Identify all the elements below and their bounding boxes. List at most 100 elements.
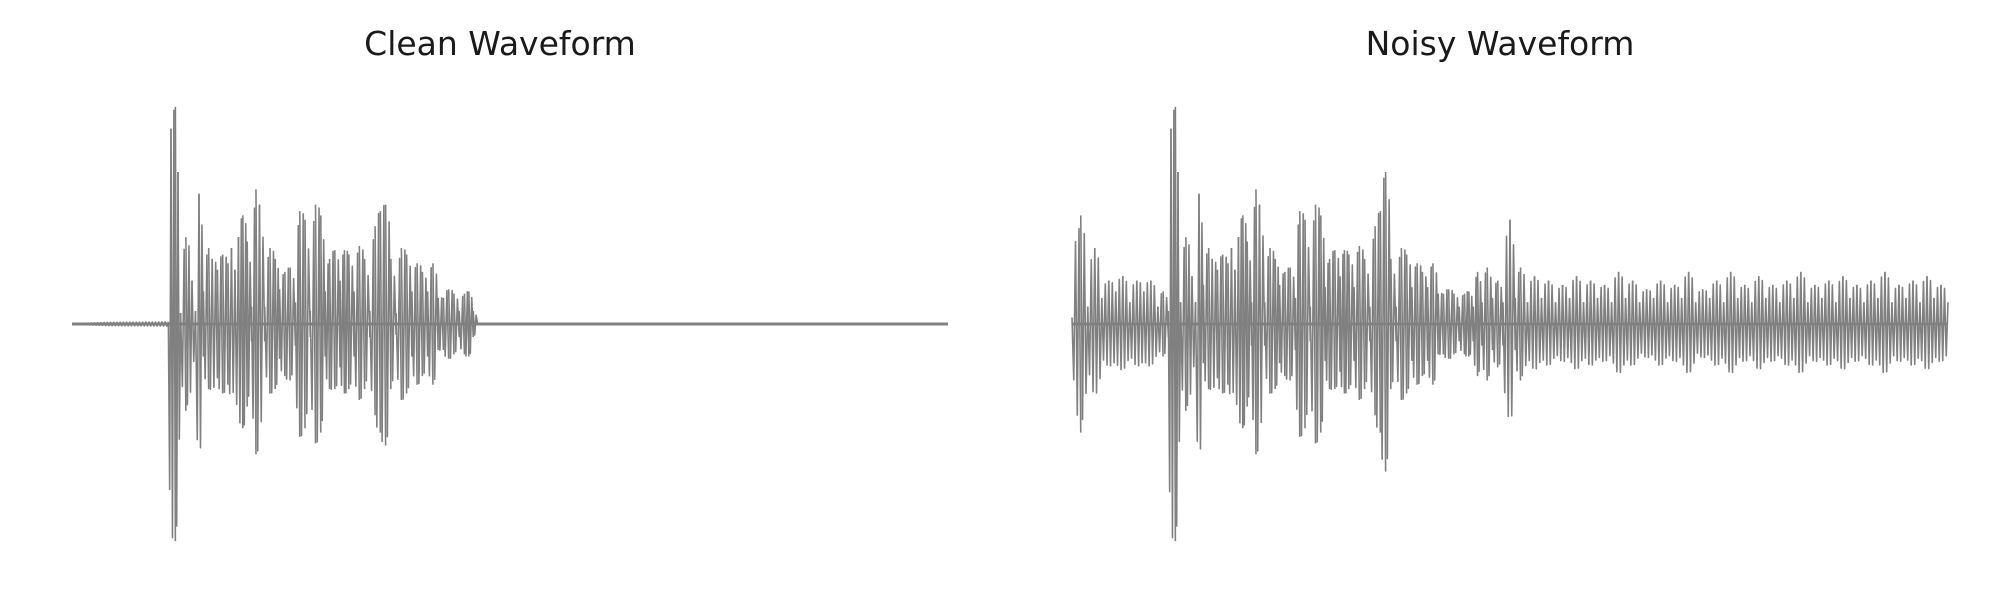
waveform-segment bbox=[1582, 280, 1592, 366]
waveform-segment bbox=[1167, 128, 1172, 493]
waveform-segment bbox=[1309, 220, 1317, 444]
waveform-segment bbox=[1940, 284, 1949, 362]
waveform-segment bbox=[1666, 284, 1676, 362]
waveform-segment bbox=[1764, 284, 1774, 363]
waveform-segment bbox=[1353, 251, 1361, 401]
waveform-segment bbox=[1079, 215, 1089, 421]
waveform-segment bbox=[1343, 250, 1350, 394]
waveform-segment bbox=[405, 254, 413, 389]
waveform-segment bbox=[1211, 258, 1219, 389]
waveform-segment bbox=[1694, 289, 1704, 358]
waveform-segment bbox=[1269, 247, 1277, 394]
waveform-segment bbox=[1519, 267, 1529, 377]
waveform-segment bbox=[400, 247, 408, 400]
waveform-segment bbox=[1442, 289, 1450, 359]
waveform-segment bbox=[1379, 177, 1387, 472]
waveform-segment bbox=[1453, 293, 1460, 354]
waveform-segment bbox=[1736, 284, 1746, 363]
waveform-segment bbox=[379, 204, 387, 446]
waveform-segment bbox=[1912, 280, 1921, 366]
waveform-segment bbox=[1198, 193, 1205, 450]
waveform-segment bbox=[298, 211, 306, 437]
waveform-segment bbox=[334, 250, 341, 387]
waveform-segment bbox=[1610, 271, 1620, 373]
waveform-segment bbox=[1107, 280, 1117, 367]
waveform-segment bbox=[1179, 246, 1187, 411]
waveform-segment bbox=[179, 248, 187, 411]
waveform-segment bbox=[1298, 211, 1306, 437]
waveform-segment bbox=[339, 254, 346, 394]
waveform-segment bbox=[71, 321, 170, 327]
waveform-segment bbox=[1807, 284, 1816, 362]
waveform-segment bbox=[1898, 284, 1907, 363]
waveform-segment bbox=[1304, 219, 1312, 416]
waveform-segment bbox=[1476, 271, 1483, 373]
waveform-segment bbox=[1150, 280, 1159, 365]
waveform-segment bbox=[1314, 204, 1322, 443]
waveform-segment bbox=[1334, 250, 1341, 388]
waveform-segment bbox=[1779, 280, 1788, 366]
waveform-segment bbox=[1575, 276, 1585, 369]
waveform-segment bbox=[1426, 266, 1434, 385]
waveform-segment bbox=[1842, 276, 1851, 370]
waveform-segment bbox=[1905, 280, 1914, 366]
waveform-segment bbox=[1374, 212, 1382, 433]
waveform-segment bbox=[324, 263, 331, 390]
waveform-segment bbox=[1540, 280, 1550, 366]
waveform-segment bbox=[369, 239, 376, 416]
waveform-segment bbox=[416, 263, 424, 385]
waveform-segment bbox=[468, 291, 475, 355]
waveform-segment bbox=[1828, 280, 1837, 366]
noisy-waveform-plot bbox=[1071, 106, 1949, 542]
waveform-segment bbox=[1328, 250, 1336, 390]
waveform-segment bbox=[1227, 247, 1233, 395]
waveform-segment bbox=[1348, 254, 1355, 386]
waveform-segment bbox=[1757, 276, 1767, 370]
waveform-segment bbox=[314, 204, 322, 443]
waveform-segment bbox=[1421, 271, 1429, 375]
clean-waveform-plot bbox=[71, 106, 948, 542]
waveform-segment bbox=[1680, 271, 1690, 374]
waveform-segment bbox=[1086, 247, 1096, 393]
waveform-segment bbox=[1369, 238, 1376, 416]
waveform-segment bbox=[1561, 284, 1571, 363]
waveform-segment bbox=[1919, 276, 1928, 369]
waveform-segment bbox=[374, 212, 382, 433]
waveform-segment bbox=[274, 258, 281, 386]
waveform-segment bbox=[246, 241, 253, 397]
waveform-segment bbox=[1363, 258, 1371, 383]
waveform-segment bbox=[453, 293, 460, 353]
waveform-segment bbox=[1221, 254, 1229, 393]
waveform-segment bbox=[1250, 206, 1257, 455]
waveform-segment bbox=[1687, 271, 1697, 373]
waveform-segment bbox=[1115, 276, 1124, 371]
waveform-segment bbox=[426, 266, 434, 385]
waveform-segment bbox=[1093, 247, 1103, 394]
waveform-segment bbox=[1617, 271, 1627, 374]
waveform-segment bbox=[227, 247, 233, 395]
waveform-segment bbox=[167, 128, 172, 491]
waveform-segment bbox=[1289, 267, 1297, 377]
waveform-segment bbox=[1502, 219, 1511, 418]
waveform-segment bbox=[1472, 276, 1479, 377]
waveform-segment bbox=[1100, 280, 1110, 366]
waveform-segment bbox=[1191, 276, 1197, 368]
waveform-segment bbox=[1722, 271, 1732, 373]
waveform-segment bbox=[1174, 106, 1179, 527]
waveform-segment bbox=[1278, 273, 1286, 377]
waveform-segment bbox=[1432, 263, 1439, 381]
waveform-segment bbox=[1891, 284, 1900, 362]
waveform-segment bbox=[1447, 289, 1455, 359]
waveform-segment bbox=[1701, 289, 1711, 359]
waveform-segment bbox=[1143, 280, 1152, 367]
waveform-segment bbox=[328, 250, 336, 390]
waveform-segment bbox=[411, 266, 418, 385]
waveform-segment bbox=[1400, 247, 1408, 400]
waveform-segment bbox=[458, 295, 466, 355]
waveform-segment bbox=[1230, 247, 1236, 393]
waveform-segment bbox=[1468, 291, 1475, 355]
waveform-segment bbox=[1800, 271, 1809, 373]
waveform-segment bbox=[395, 257, 403, 401]
waveform-segment bbox=[1202, 253, 1210, 390]
waveform-segment bbox=[1786, 280, 1795, 366]
